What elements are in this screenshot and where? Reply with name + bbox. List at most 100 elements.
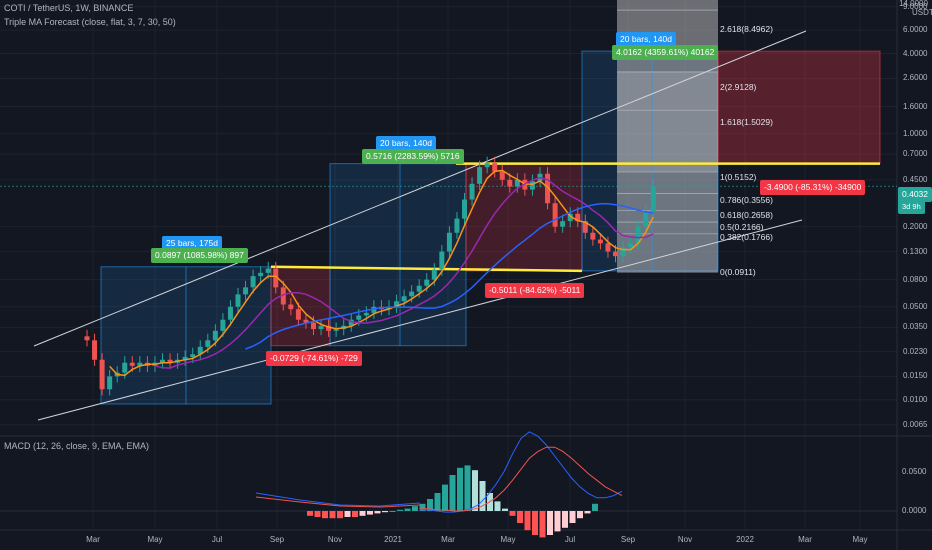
signal-line — [255, 496, 421, 508]
last-price-time: 3d 9h — [898, 199, 925, 214]
macd-histogram-bar — [524, 511, 531, 531]
price-axis-tick: 0.0100 — [903, 394, 928, 404]
macd-histogram-bar — [434, 493, 441, 511]
fib-level-label: 1(0.5152) — [720, 172, 757, 182]
symbol-title: COTI / TetherUS, 1W, BINANCE — [4, 3, 134, 13]
macd-histogram-bar — [554, 511, 561, 532]
time-axis-tick: Sep — [269, 535, 285, 544]
time-axis-tick: Nov — [327, 535, 343, 544]
time-axis-tick: Nov — [677, 535, 693, 544]
measure-box-loss — [465, 163, 583, 272]
measure-label-gain: 0.5716 (2283.59%) 5716 — [362, 149, 464, 164]
measure-label-bars: 20 bars, 140d — [376, 136, 436, 151]
candle-body — [424, 279, 430, 286]
candle-body — [122, 362, 128, 373]
candle-body — [499, 171, 505, 180]
macd-histogram-bar — [344, 511, 351, 517]
candle-body — [356, 315, 362, 320]
candle-body — [507, 179, 513, 187]
signal-line — [420, 446, 623, 512]
fib-level-label: 0(0.0911) — [720, 267, 756, 277]
candle-body — [129, 362, 135, 366]
measure-box-loss — [717, 50, 881, 165]
price-axis-tick: 9.0000 — [903, 1, 928, 11]
macd-histogram-bar — [562, 511, 568, 528]
macd-histogram-bar — [479, 481, 486, 511]
macd-line — [255, 492, 421, 507]
candle-body — [273, 268, 279, 288]
price-axis-tick: 1.6000 — [903, 101, 928, 111]
price-axis-tick: 0.0230 — [903, 346, 928, 356]
candle-body — [303, 319, 309, 323]
candle-body — [552, 203, 558, 227]
candle-body — [288, 304, 294, 310]
candle-body — [492, 163, 498, 172]
candle-body — [212, 330, 218, 341]
candle-body — [454, 218, 460, 233]
indicator-title: Triple MA Forecast (close, flat, 3, 7, 3… — [4, 17, 176, 27]
candle-body — [333, 329, 339, 331]
candle-body — [197, 346, 203, 355]
candle-body — [311, 322, 316, 330]
macd-histogram-bar — [404, 508, 411, 511]
macd-histogram-bar — [584, 511, 591, 514]
fib-level-label: 2(2.9128) — [720, 82, 757, 92]
price-axis-tick: 1.0000 — [903, 128, 928, 138]
ma-slow-line — [245, 202, 654, 350]
fib-level-label: 0.786(0.3556) — [720, 195, 773, 205]
macd-histogram-bar — [307, 511, 313, 516]
macd-histogram-bar — [494, 501, 501, 511]
measure-label-loss: -0.5011 (-84.62%) -5011 — [485, 283, 585, 298]
macd-histogram-bar — [547, 511, 553, 535]
price-axis-tick: 0.1300 — [903, 246, 928, 256]
macd-axis-tick: 0.0500 — [902, 467, 927, 476]
measure-label-loss: -0.0729 (-74.61%) -729 — [266, 351, 362, 366]
channel-lower-line — [37, 219, 803, 421]
price-axis-currency: USDT — [912, 8, 932, 17]
macd-histogram-bar — [314, 511, 321, 517]
macd-histogram-bar — [464, 465, 471, 511]
macd-histogram-bar — [397, 509, 403, 511]
candle-body — [160, 359, 165, 363]
candle-body — [348, 319, 354, 326]
candle-body — [469, 183, 475, 200]
candle-body — [205, 340, 211, 347]
time-axis-tick: Mar — [86, 535, 100, 544]
macd-histogram-bar — [569, 511, 576, 523]
candle-body — [167, 359, 173, 363]
candle-body — [597, 239, 603, 244]
candle-body — [477, 167, 483, 184]
candle-body — [92, 340, 98, 360]
fib-level-label: 0.382(0.1766) — [720, 232, 773, 242]
time-axis-tick: Jul — [211, 535, 223, 544]
candle-body — [182, 356, 188, 360]
candle-body — [462, 199, 467, 219]
macd-histogram-bar — [592, 503, 598, 511]
measure-label-gain: 4.0162 (4359.61%) 40162 — [612, 45, 719, 60]
price-axis-tick: 0.4500 — [903, 174, 928, 184]
macd-histogram-bar — [367, 511, 373, 515]
time-axis-tick: 2022 — [736, 535, 754, 544]
macd-histogram-bar — [382, 511, 388, 513]
time-axis-tick: 2021 — [384, 535, 402, 544]
candle-body — [582, 221, 588, 233]
candle-body — [235, 294, 241, 307]
candle-body — [363, 312, 369, 316]
time-axis-tick: May — [147, 535, 163, 544]
measure-label-gain: 0.0897 (1085.98%) 897 — [151, 248, 248, 263]
candle-body — [84, 336, 90, 341]
candle-body — [280, 287, 286, 305]
channel-upper-line — [33, 30, 807, 347]
macd-histogram-bar — [577, 511, 583, 519]
macd-title: MACD (12, 26, close, 9, EMA, EMA) — [4, 441, 150, 451]
candle-body — [514, 179, 520, 187]
candle-body — [567, 213, 573, 222]
candle-body — [190, 354, 196, 357]
macd-histogram-bar — [517, 511, 523, 523]
candle-body — [227, 306, 233, 320]
candle-body — [220, 319, 226, 331]
candle-body — [431, 269, 437, 280]
candle-body — [545, 173, 551, 204]
